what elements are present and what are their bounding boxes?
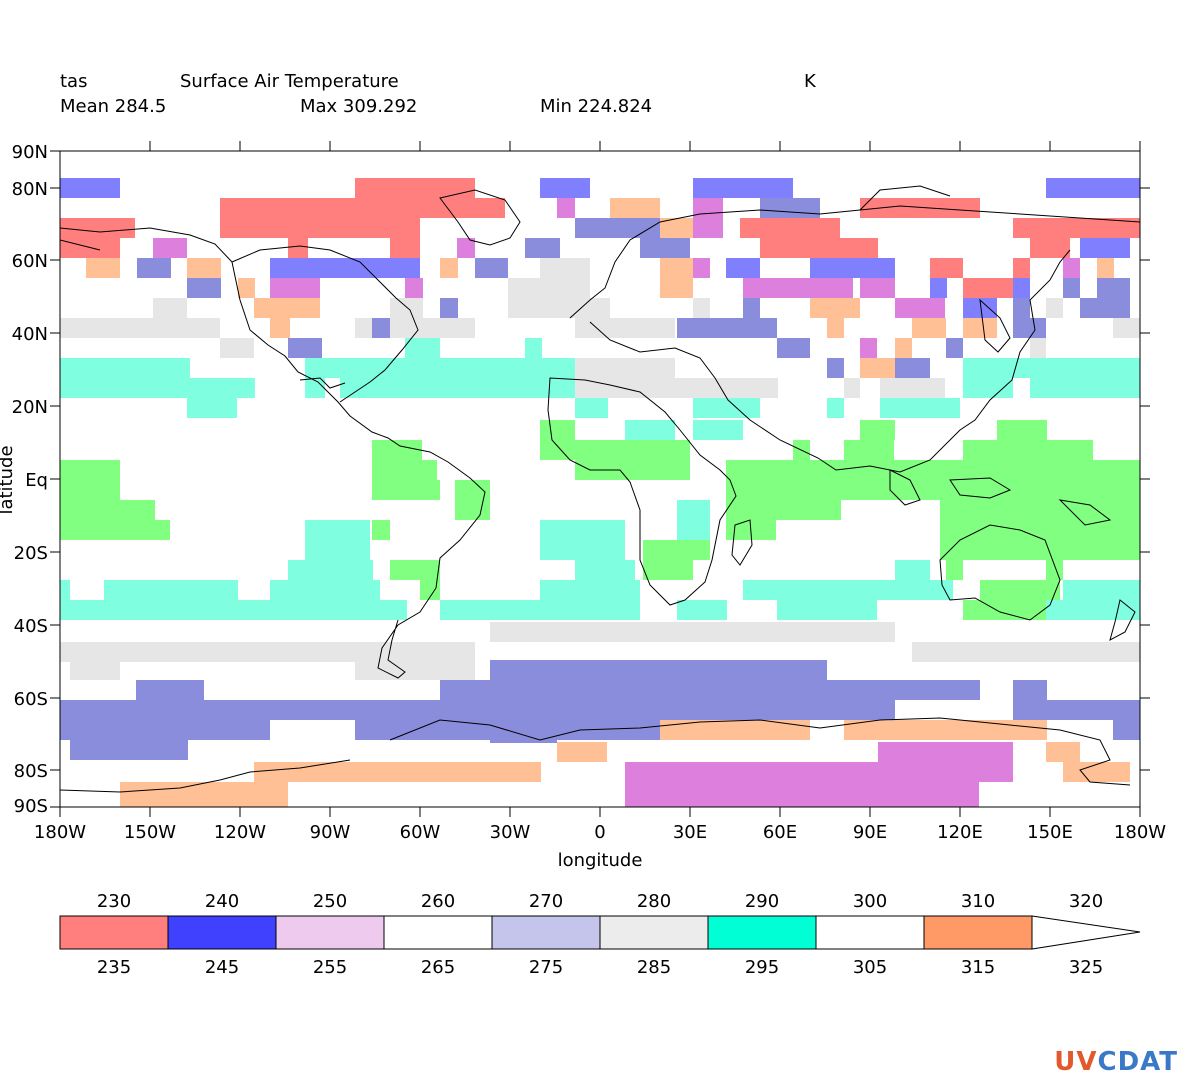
ytick-label: 80S <box>14 761 48 782</box>
ytick-label: 40S <box>14 616 48 637</box>
colorbar-label: 325 <box>1069 957 1103 978</box>
ytick-label: 20N <box>12 397 48 418</box>
colorbar-label: 245 <box>205 957 239 978</box>
y-axis-label: latitude <box>0 445 17 514</box>
colorbar-label: 300 <box>853 891 887 912</box>
colorbar-label: 240 <box>205 891 239 912</box>
colorbar-label: 290 <box>745 891 779 912</box>
ytick-label: 80N <box>12 179 48 200</box>
ytick-label: 20S <box>14 543 48 564</box>
colorbar-label: 315 <box>961 957 995 978</box>
xtick-label: 0 <box>594 822 605 843</box>
xtick-label: 90W <box>310 822 351 843</box>
xtick-label: 120W <box>214 822 266 843</box>
xtick-label: 180W <box>1114 822 1166 843</box>
ytick-label: 90S <box>14 796 48 817</box>
colorbar-label: 285 <box>637 957 671 978</box>
xtick-label: 30W <box>490 822 531 843</box>
xtick-label: 60W <box>400 822 441 843</box>
colorbar-label: 235 <box>97 957 131 978</box>
ytick-label: Eq <box>25 470 48 491</box>
uvcdat-logo: UVCDAT <box>1054 1047 1178 1077</box>
min-value: Min 224.824 <box>540 96 653 117</box>
x-axis-label: longitude <box>558 850 643 871</box>
max-value: Max 309.292 <box>300 96 418 117</box>
xtick-label: 90E <box>853 822 887 843</box>
colorbar-label: 255 <box>313 957 347 978</box>
ytick-label: 90N <box>12 142 48 163</box>
ytick-label: 40N <box>12 324 48 345</box>
colorbar-label: 275 <box>529 957 563 978</box>
ytick-label: 60N <box>12 251 48 272</box>
colorbar-label: 230 <box>97 891 131 912</box>
ytick-label: 60S <box>14 689 48 710</box>
colorbar-label: 250 <box>313 891 347 912</box>
colorbar-label: 310 <box>961 891 995 912</box>
xtick-label: 150E <box>1027 822 1073 843</box>
xtick-label: 60E <box>763 822 797 843</box>
colorbar-label: 260 <box>421 891 455 912</box>
colorbar-label: 270 <box>529 891 563 912</box>
colorbar-label: 280 <box>637 891 671 912</box>
xtick-label: 120E <box>937 822 983 843</box>
colorbar <box>59 915 1141 950</box>
temperature-field <box>60 178 1140 807</box>
colorbar-label: 295 <box>745 957 779 978</box>
colorbar-label: 320 <box>1069 891 1103 912</box>
xtick-label: 180W <box>34 822 86 843</box>
colorbar-label: 265 <box>421 957 455 978</box>
units-label: K <box>804 71 816 92</box>
tick-marks <box>50 141 1150 817</box>
colorbar-label: 305 <box>853 957 887 978</box>
variable-name: tas <box>60 71 88 92</box>
variable-long-name: Surface Air Temperature <box>180 71 399 92</box>
xtick-label: 150W <box>124 822 176 843</box>
xtick-label: 30E <box>673 822 707 843</box>
coastlines <box>60 185 1140 793</box>
mean-value: Mean 284.5 <box>60 96 167 117</box>
